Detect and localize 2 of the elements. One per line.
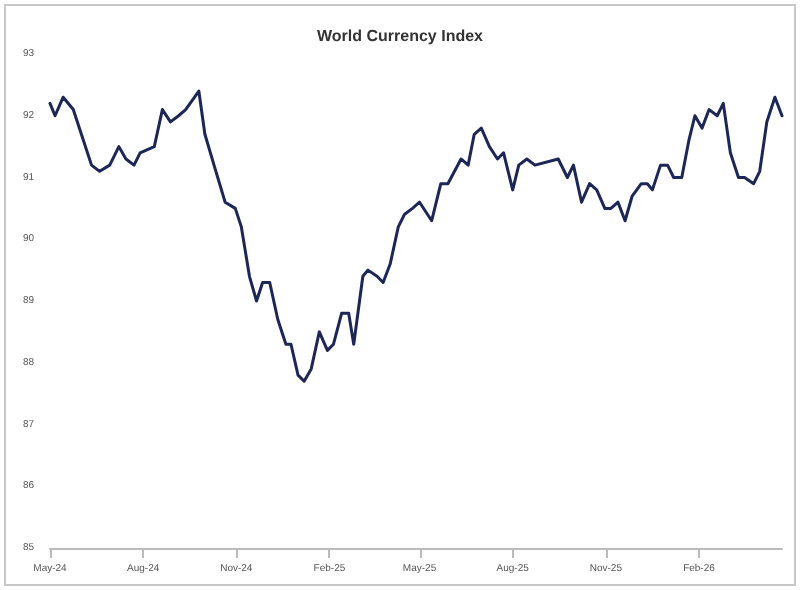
chart-title: World Currency Index <box>317 27 485 45</box>
line-series <box>48 89 784 383</box>
